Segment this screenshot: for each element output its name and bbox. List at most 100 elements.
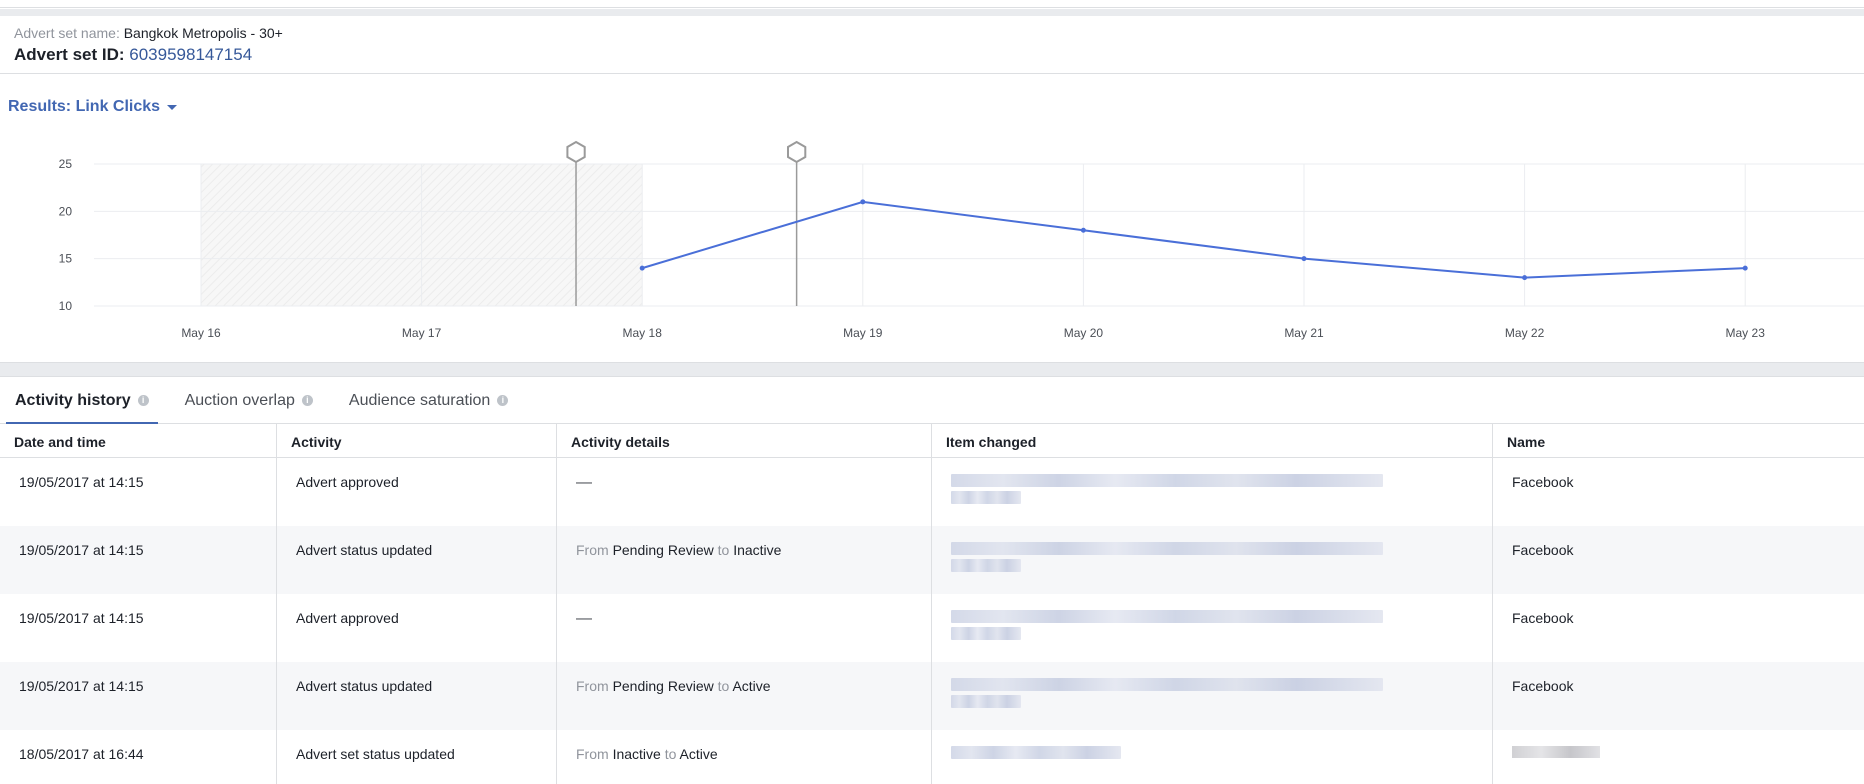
from-word: From bbox=[576, 542, 609, 558]
column-header-activity[interactable]: Activity bbox=[277, 424, 557, 457]
x-tick-label: May 17 bbox=[402, 326, 442, 340]
column-header-item-changed[interactable]: Item changed bbox=[932, 424, 1493, 457]
cell-activity: Advert approved bbox=[277, 458, 557, 526]
x-tick-label: May 23 bbox=[1726, 326, 1766, 340]
x-tick-label: May 16 bbox=[181, 326, 221, 340]
info-icon[interactable]: i bbox=[497, 395, 509, 406]
cell-item-changed[interactable] bbox=[932, 594, 1493, 662]
chevron-down-icon bbox=[167, 104, 178, 110]
advert-set-name-value: Bangkok Metropolis - 30+ bbox=[123, 25, 283, 41]
data-point bbox=[860, 199, 866, 205]
tab-audience-saturation-label: Audience saturation bbox=[348, 391, 491, 409]
tab-auction-overlap-label: Auction overlap bbox=[184, 391, 295, 409]
data-point bbox=[1522, 275, 1528, 281]
from-value: Pending Review bbox=[612, 678, 714, 694]
tab-auction-overlap[interactable]: Auction overlap i bbox=[176, 377, 322, 424]
advert-set-id-value[interactable]: 6039598147154 bbox=[129, 45, 253, 64]
cell-datetime: 19/05/2017 at 14:15 bbox=[0, 526, 277, 594]
table-row[interactable]: 19/05/2017 at 14:15 Advert approved — Fa… bbox=[0, 458, 1864, 526]
from-word: From bbox=[576, 746, 609, 762]
redacted-item bbox=[951, 542, 1492, 572]
column-header-date-time[interactable]: Date and time bbox=[0, 424, 277, 457]
event-marker-icon bbox=[566, 140, 586, 164]
tab-activity-history[interactable]: Activity history i bbox=[6, 377, 158, 425]
tab-audience-saturation[interactable]: Audience saturation i bbox=[340, 377, 517, 424]
redacted-line bbox=[951, 559, 1021, 572]
tab-activity-history-label: Activity history bbox=[15, 391, 131, 409]
cell-datetime: 18/05/2017 at 16:44 bbox=[0, 730, 277, 784]
advert-set-name-line: Advert set name: Bangkok Metropolis - 30… bbox=[14, 25, 1864, 42]
redacted-line bbox=[951, 678, 1383, 691]
redacted-item bbox=[951, 610, 1492, 640]
cell-activity: Advert status updated bbox=[277, 662, 557, 730]
cell-datetime: 19/05/2017 at 14:15 bbox=[0, 594, 277, 662]
cell-activity: Advert status updated bbox=[277, 526, 557, 594]
results-dropdown[interactable]: Results: Link Clicks bbox=[8, 98, 178, 116]
y-tick-label: 25 bbox=[59, 157, 73, 171]
cell-datetime: 19/05/2017 at 14:15 bbox=[0, 458, 277, 526]
activity-history-table: Date and time Activity Activity details … bbox=[0, 424, 1864, 784]
advert-set-header: Advert set name: Bangkok Metropolis - 30… bbox=[0, 16, 1864, 74]
to-value: Active bbox=[679, 746, 718, 762]
cell-name: Facebook bbox=[1512, 542, 1574, 558]
redacted-line bbox=[951, 610, 1383, 623]
x-tick-label: May 20 bbox=[1064, 326, 1104, 340]
y-tick-label: 15 bbox=[59, 252, 73, 266]
data-point bbox=[1080, 227, 1086, 233]
info-icon[interactable]: i bbox=[137, 395, 149, 406]
to-word: to bbox=[664, 746, 677, 762]
activity-tabs: Activity history i Auction overlap i Aud… bbox=[0, 377, 1864, 425]
x-tick-label: May 22 bbox=[1505, 326, 1545, 340]
redacted-line bbox=[951, 746, 1121, 759]
x-tick-label: May 21 bbox=[1284, 326, 1324, 340]
results-line-chart: 25 20 15 10 May 16 May 17 May 18 May 19 May 20 Ma… bbox=[59, 140, 1864, 340]
redacted-line bbox=[951, 474, 1383, 487]
redacted-line bbox=[951, 491, 1021, 504]
cell-datetime: 19/05/2017 at 14:15 bbox=[0, 662, 277, 730]
cell-activity-details: — bbox=[557, 458, 932, 526]
info-icon[interactable]: i bbox=[301, 395, 313, 406]
x-tick-label: May 18 bbox=[623, 326, 663, 340]
series-line bbox=[641, 200, 1746, 279]
to-value: Active bbox=[732, 678, 771, 694]
data-point bbox=[1301, 256, 1307, 262]
cell-name: Facebook bbox=[1512, 678, 1574, 694]
table-row[interactable]: 19/05/2017 at 14:15 Advert status update… bbox=[0, 526, 1864, 594]
to-word: to bbox=[717, 542, 730, 558]
table-row[interactable]: 19/05/2017 at 14:15 Advert approved — Fa… bbox=[0, 594, 1864, 662]
cell-item-changed[interactable] bbox=[932, 662, 1493, 730]
from-value: Inactive bbox=[612, 746, 661, 762]
x-tick-label: May 19 bbox=[843, 326, 883, 340]
redacted-name bbox=[1512, 746, 1600, 758]
column-header-name[interactable]: Name bbox=[1507, 434, 1546, 450]
results-dropdown-label: Results: Link Clicks bbox=[8, 98, 161, 115]
cell-activity-details: From Pending Review to Inactive bbox=[557, 526, 932, 594]
cell-activity-details: From Pending Review to Active bbox=[557, 662, 932, 730]
advert-set-id-label: Advert set ID: bbox=[14, 45, 125, 64]
cell-item-changed[interactable] bbox=[932, 730, 1493, 784]
cell-item-changed[interactable] bbox=[932, 458, 1493, 526]
cell-activity: Advert approved bbox=[277, 594, 557, 662]
cell-name: Facebook bbox=[1512, 610, 1574, 626]
y-tick-label: 20 bbox=[59, 204, 73, 218]
to-value: Inactive bbox=[733, 542, 782, 558]
to-word: to bbox=[717, 678, 730, 694]
advert-set-name-label: Advert set name: bbox=[14, 25, 120, 41]
data-point bbox=[639, 265, 645, 271]
redacted-line bbox=[951, 627, 1021, 640]
redacted-item bbox=[951, 474, 1492, 504]
cell-item-changed[interactable] bbox=[932, 526, 1493, 594]
column-header-activity-details[interactable]: Activity details bbox=[557, 424, 932, 457]
table-row[interactable]: 18/05/2017 at 16:44 Advert set status up… bbox=[0, 730, 1864, 784]
redacted-item bbox=[951, 746, 1492, 759]
from-word: From bbox=[576, 678, 609, 694]
empty-dash: — bbox=[576, 610, 592, 627]
from-value: Pending Review bbox=[612, 542, 714, 558]
y-tick-label: 10 bbox=[59, 299, 73, 313]
redacted-line bbox=[951, 695, 1021, 708]
table-row[interactable]: 19/05/2017 at 14:15 Advert status update… bbox=[0, 662, 1864, 730]
empty-dash: — bbox=[576, 474, 592, 491]
redacted-line bbox=[951, 542, 1383, 555]
data-point bbox=[1742, 265, 1748, 271]
event-marker-icon bbox=[787, 140, 807, 164]
